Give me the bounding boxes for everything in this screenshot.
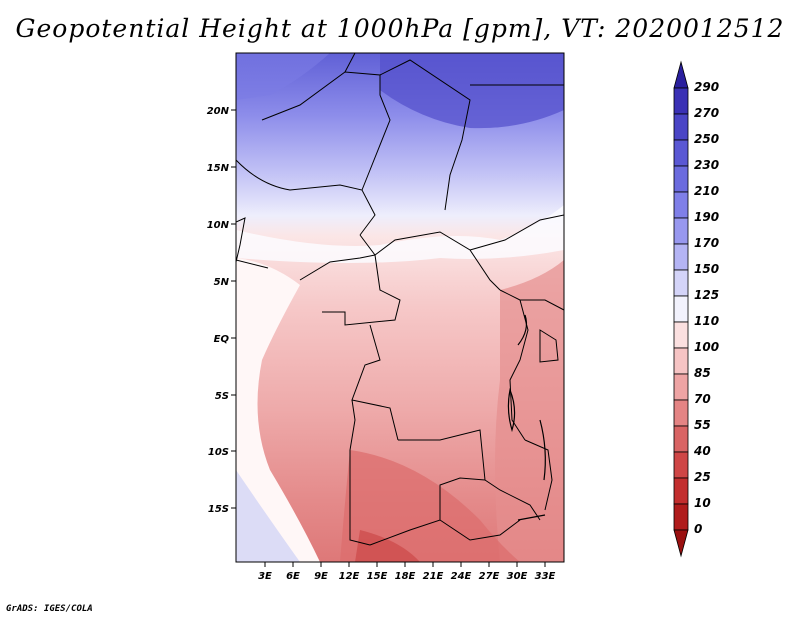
lon-label: 24E [451, 571, 472, 582]
lat-label: 10N [207, 220, 230, 231]
colorbar-label: 250 [694, 132, 719, 146]
colorbar-segment [673, 347, 689, 375]
colorbar-labels: 290 270 250 230 210 190 170 150 125 110 … [693, 80, 719, 536]
colorbar [673, 60, 689, 558]
footer-credit: GrADS: IGES/COLA [6, 604, 93, 614]
lon-label: 27E [479, 571, 500, 582]
colorbar-label: 85 [694, 366, 711, 380]
colorbar-label: 10 [694, 496, 711, 510]
colorbar-label: 70 [694, 392, 711, 406]
colorbar-label: 55 [694, 418, 711, 432]
colorbar-segment [673, 425, 689, 453]
map-frame [235, 52, 565, 563]
colorbar-label: 40 [693, 444, 711, 458]
lat-label: 20N [207, 106, 230, 117]
colorbar-segment [673, 269, 689, 297]
colorbar-segment [673, 373, 689, 401]
colorbar-segment [673, 295, 689, 323]
colorbar-segment [673, 217, 689, 245]
lon-label: 9E [314, 571, 328, 582]
colorbar-segment [673, 529, 689, 558]
lon-axis: 3E 6E 9E 12E 15E 18E 21E 24E 27E 30E 33E [258, 562, 556, 582]
lat-axis: 20N 15N 10N 5N EQ 5S 10S 15S [207, 106, 236, 515]
colorbar-segment [673, 60, 689, 89]
colorbar-segment [673, 503, 689, 531]
colorbar-segment [673, 165, 689, 193]
lon-label: 15E [367, 571, 388, 582]
colorbar-label: 270 [694, 106, 719, 120]
colorbar-segment [673, 399, 689, 427]
lat-label: 5S [215, 391, 229, 402]
colorbar-segment [673, 113, 689, 141]
lon-label: 21E [423, 571, 444, 582]
colorbar-segment [673, 139, 689, 167]
colorbar-label: 0 [694, 522, 702, 536]
colorbar-label: 190 [694, 210, 719, 224]
colorbar-segment [673, 477, 689, 505]
colorbar-label: 125 [694, 288, 719, 302]
colorbar-label: 150 [694, 262, 719, 276]
map-field [236, 53, 564, 562]
colorbar-segment [673, 451, 689, 479]
chart-title: Geopotential Height at 1000hPa [gpm], VT… [15, 14, 785, 43]
colorbar-segment [673, 243, 689, 271]
colorbar-segment [673, 191, 689, 219]
lat-label: EQ [214, 334, 230, 345]
lat-label: 15S [208, 504, 229, 515]
lat-label: 10S [208, 447, 229, 458]
colorbar-label: 25 [694, 470, 711, 484]
lat-label: 15N [207, 163, 230, 174]
lon-label: 12E [339, 571, 360, 582]
colorbar-label: 110 [694, 314, 719, 328]
colorbar-label: 210 [694, 184, 719, 198]
lat-label: 5N [214, 277, 230, 288]
colorbar-label: 290 [694, 80, 719, 94]
colorbar-segment [673, 87, 689, 115]
lon-label: 33E [535, 571, 556, 582]
lon-label: 30E [507, 571, 528, 582]
lon-label: 3E [258, 571, 272, 582]
colorbar-segment [673, 321, 689, 349]
colorbar-label: 170 [694, 236, 719, 250]
colorbar-label: 230 [694, 158, 719, 172]
colorbar-label: 100 [694, 340, 719, 354]
lon-label: 6E [286, 571, 300, 582]
lon-label: 18E [395, 571, 416, 582]
